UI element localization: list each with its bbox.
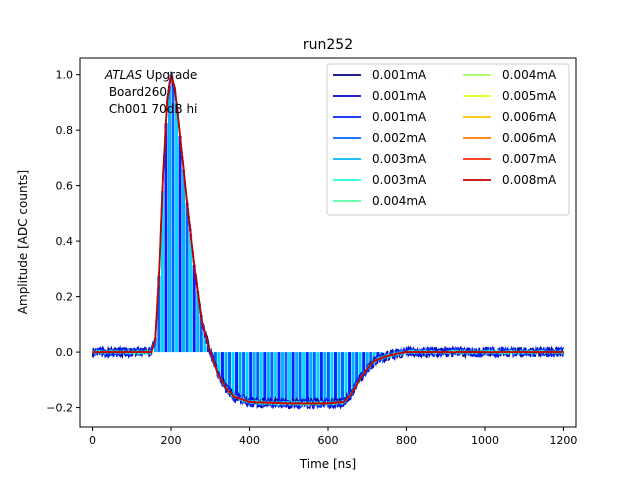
- legend-frame: [326, 63, 570, 216]
- chart-title: run252: [303, 37, 353, 53]
- plot-area: [91, 71, 565, 410]
- y-tick-label: 0.4: [56, 235, 74, 248]
- series-lines: [91, 71, 565, 410]
- legend-label: 0.004mA: [502, 68, 557, 82]
- legend-label: 0.001mA: [372, 110, 427, 124]
- y-axis-ticks: −0.2 0.0 0.2 0.4 0.6 0.8 1.0: [46, 69, 80, 415]
- legend-label: 0.001mA: [372, 89, 427, 103]
- y-tick-label: 0.2: [56, 291, 74, 304]
- x-tick-label: 200: [161, 434, 182, 447]
- legend-label: 0.008mA: [502, 173, 557, 187]
- legend-label: 0.006mA: [502, 110, 557, 124]
- legend-label: 0.003mA: [372, 173, 427, 187]
- y-tick-label: −0.2: [46, 402, 73, 415]
- x-tick-label: 0: [89, 434, 96, 447]
- legend-label: 0.001mA: [372, 68, 427, 82]
- x-tick-label: 800: [396, 434, 417, 447]
- x-axis-label: Time [ns]: [299, 457, 356, 471]
- x-tick-label: 1000: [471, 434, 499, 447]
- annotation-line-1: ATLAS Upgrade: [104, 68, 197, 82]
- x-tick-label: 1200: [549, 434, 577, 447]
- legend-label: 0.006mA: [502, 131, 557, 145]
- series-line: [92, 71, 565, 410]
- y-axis-label: Amplitude [ADC counts]: [16, 170, 30, 314]
- annotation-experiment: ATLAS: [104, 68, 143, 82]
- y-tick-label: 0.0: [56, 346, 74, 359]
- annotation: ATLAS Upgrade Board260 Ch001 70dB hi: [104, 68, 197, 116]
- legend-label: 0.002mA: [372, 131, 427, 145]
- x-tick-label: 600: [318, 434, 339, 447]
- x-axis-ticks: 0 200 400 600 800 1000 1200: [89, 427, 577, 447]
- legend-label: 0.003mA: [372, 152, 427, 166]
- x-tick-label: 400: [239, 434, 260, 447]
- y-tick-label: 1.0: [56, 69, 74, 82]
- legend: 0.001mA 0.001mA 0.001mA 0.002mA 0.003mA 0.003…: [326, 63, 570, 216]
- y-tick-label: 0.8: [56, 124, 74, 137]
- scan-bars: [153, 81, 383, 404]
- annotation-experiment-suffix: Upgrade: [142, 68, 197, 82]
- annotation-channel: Ch001 70dB hi: [105, 102, 197, 116]
- annotation-board: Board260: [105, 85, 167, 99]
- y-tick-label: 0.6: [56, 180, 74, 193]
- series-line: [92, 74, 564, 405]
- legend-label: 0.007mA: [502, 152, 557, 166]
- legend-label: 0.005mA: [502, 89, 557, 103]
- legend-label: 0.004mA: [372, 194, 427, 208]
